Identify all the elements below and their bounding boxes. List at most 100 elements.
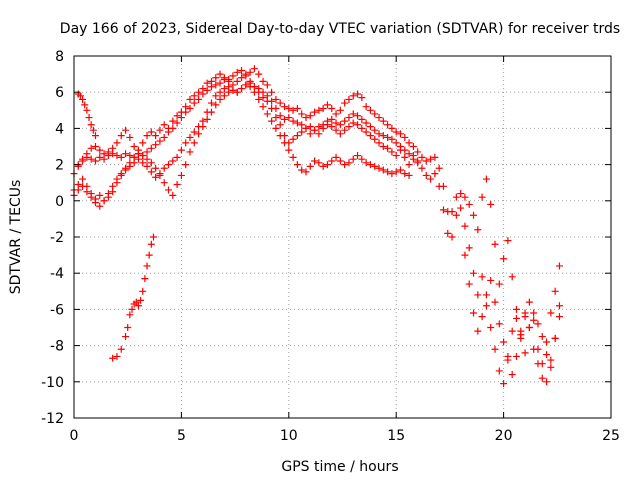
data-point <box>306 162 314 170</box>
data-point <box>495 367 503 375</box>
data-point <box>250 88 258 96</box>
data-point <box>323 161 331 169</box>
data-point <box>113 152 121 160</box>
data-point <box>122 150 130 158</box>
data-point <box>401 133 409 141</box>
data-point <box>173 119 181 127</box>
data-point <box>147 128 155 136</box>
data-point <box>495 320 503 328</box>
data-point <box>272 95 280 103</box>
data-point <box>345 114 353 122</box>
data-point <box>328 115 336 123</box>
data-point <box>195 130 203 138</box>
data-point <box>122 126 130 134</box>
data-point <box>126 152 134 160</box>
series-arc-3 <box>70 79 400 205</box>
data-point <box>362 159 370 167</box>
data-point <box>220 92 228 100</box>
axis-layer: 0 5 10 15 20 25 -12 -10 -8 -6 -4 -2 0 2 4 6 8 <box>41 49 620 444</box>
data-point <box>358 124 366 132</box>
data-point <box>465 280 473 288</box>
data-point <box>538 333 546 341</box>
data-point <box>465 244 473 252</box>
data-point <box>130 143 138 150</box>
data-point <box>444 208 452 216</box>
data-point <box>255 70 263 78</box>
data-point <box>126 311 134 319</box>
data-point <box>457 190 465 198</box>
data-point <box>478 313 486 321</box>
data-point <box>345 159 353 167</box>
series-arc-9 <box>461 251 563 386</box>
data-point <box>165 128 173 136</box>
data-point <box>521 349 529 357</box>
data-point <box>130 153 138 161</box>
data-point <box>117 153 125 161</box>
data-point <box>366 161 374 169</box>
data-point <box>281 115 289 123</box>
data-point <box>478 273 486 281</box>
data-point <box>349 119 357 127</box>
data-point <box>229 72 237 80</box>
y-tick-label: 2 <box>55 158 64 174</box>
data-point <box>143 155 151 163</box>
data-point <box>147 144 155 152</box>
data-point <box>169 117 177 125</box>
data-point <box>302 168 310 176</box>
data-point <box>315 130 323 138</box>
data-point <box>349 92 357 100</box>
data-point <box>487 200 495 208</box>
data-point <box>195 95 203 103</box>
data-point <box>401 153 409 161</box>
data-point <box>139 152 147 160</box>
data-point <box>512 314 520 322</box>
data-point <box>238 85 246 93</box>
data-point <box>341 117 349 125</box>
data-point <box>272 124 280 132</box>
data-point <box>91 143 99 150</box>
data-point <box>268 117 276 125</box>
data-point <box>147 240 155 248</box>
data-point <box>169 124 177 132</box>
data-point <box>405 150 413 158</box>
data-point <box>336 106 344 114</box>
data-point <box>392 152 400 160</box>
data-point <box>124 324 132 331</box>
data-point <box>160 121 168 129</box>
data-point <box>439 182 447 190</box>
y-tick-label: -8 <box>50 339 64 355</box>
data-point <box>405 171 413 179</box>
data-point <box>177 114 185 122</box>
data-point <box>315 106 323 114</box>
data-point <box>401 170 409 178</box>
data-point <box>319 124 327 132</box>
data-point <box>87 121 95 129</box>
data-point <box>362 128 370 136</box>
data-point <box>396 146 404 154</box>
data-point <box>100 155 108 163</box>
data-point <box>302 114 310 122</box>
data-point <box>74 162 82 170</box>
data-point <box>186 133 194 141</box>
data-point <box>87 155 95 163</box>
data-point <box>431 170 439 178</box>
data-point <box>427 155 435 163</box>
data-point <box>384 144 392 152</box>
x-tick-label: 25 <box>602 428 620 444</box>
data-point <box>422 171 430 179</box>
data-point <box>149 233 157 241</box>
data-point <box>534 360 542 368</box>
data-point <box>384 133 392 141</box>
data-point <box>293 104 301 112</box>
data-point <box>182 161 190 169</box>
data-point <box>190 139 198 147</box>
data-point <box>328 123 336 131</box>
data-point <box>134 150 142 158</box>
data-point <box>169 157 177 165</box>
data-point <box>306 130 314 138</box>
data-point <box>272 114 280 122</box>
data-point <box>547 356 555 364</box>
data-point <box>512 305 520 313</box>
data-point <box>474 291 482 299</box>
data-point <box>414 157 422 165</box>
